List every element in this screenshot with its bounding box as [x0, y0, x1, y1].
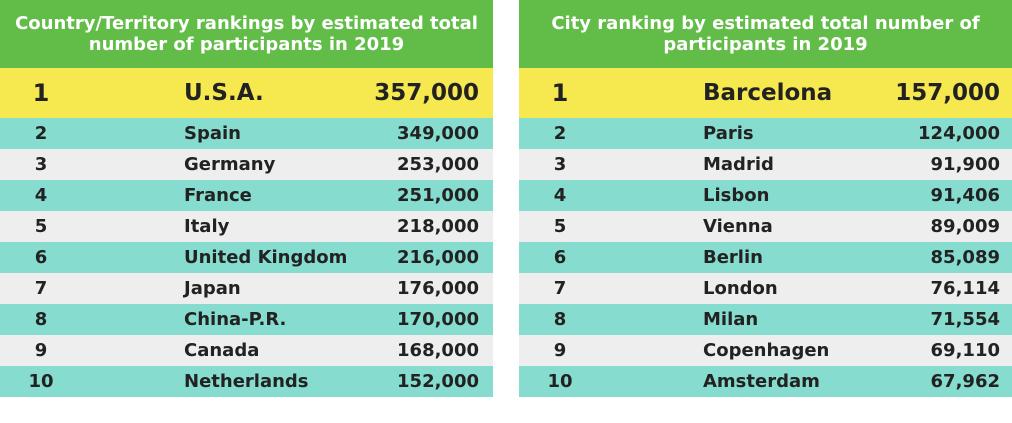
value-cell: 168,000: [397, 340, 479, 361]
country-table-title: Country/Territory rankings by estimated …: [0, 0, 493, 68]
name-cell: United Kingdom: [184, 247, 348, 268]
name-cell: Barcelona: [703, 80, 833, 106]
rank-cell: 5: [34, 216, 48, 237]
name-cell: Netherlands: [184, 371, 309, 392]
name-cell: France: [184, 185, 252, 206]
value-cell: 170,000: [397, 309, 479, 330]
rank-cell: 1: [32, 79, 50, 107]
table-row-highlight: 1 U.S.A. 357,000: [0, 68, 493, 118]
rank-cell: 8: [34, 309, 48, 330]
rank-cell: 6: [553, 247, 567, 268]
value-cell: 157,000: [895, 80, 1000, 106]
name-cell: London: [703, 278, 778, 299]
rank-cell: 6: [34, 247, 48, 268]
value-cell: 69,110: [930, 340, 1000, 361]
value-cell: 91,900: [930, 154, 1000, 175]
rank-cell: 2: [553, 123, 567, 144]
table-row: 6 Berlin 85,089: [519, 242, 1012, 273]
table-row: 4 France 251,000: [0, 180, 493, 211]
value-cell: 67,962: [930, 371, 1000, 392]
value-cell: 89,009: [930, 216, 1000, 237]
name-cell: Milan: [703, 309, 759, 330]
table-row: 5 Vienna 89,009: [519, 211, 1012, 242]
name-cell: Canada: [184, 340, 260, 361]
country-ranking-table: Country/Territory rankings by estimated …: [0, 0, 493, 397]
rank-cell: 10: [28, 371, 54, 392]
value-cell: 124,000: [918, 123, 1000, 144]
table-row: 8 China-P.R. 170,000: [0, 304, 493, 335]
table-row: 4 Lisbon 91,406: [519, 180, 1012, 211]
table-row: 5 Italy 218,000: [0, 211, 493, 242]
rank-cell: 5: [553, 216, 567, 237]
rank-cell: 9: [34, 340, 48, 361]
city-ranking-table: City ranking by estimated total number o…: [519, 0, 1012, 397]
city-table-title: City ranking by estimated total number o…: [519, 0, 1012, 68]
rank-cell: 9: [553, 340, 567, 361]
rank-cell: 4: [553, 185, 567, 206]
rank-cell: 3: [34, 154, 48, 175]
name-cell: Madrid: [703, 154, 774, 175]
table-row: 6 United Kingdom 216,000: [0, 242, 493, 273]
country-table-body: 1 U.S.A. 357,000 2 Spain 349,000 3 Germany 253,0…: [0, 68, 493, 397]
name-cell: Copenhagen: [703, 340, 830, 361]
value-cell: 349,000: [397, 123, 479, 144]
value-cell: 91,406: [930, 185, 1000, 206]
rank-cell: 3: [553, 154, 567, 175]
name-cell: Amsterdam: [703, 371, 820, 392]
name-cell: China-P.R.: [184, 309, 287, 330]
table-row: 9 Copenhagen 69,110: [519, 335, 1012, 366]
name-cell: Spain: [184, 123, 241, 144]
name-cell: Germany: [184, 154, 276, 175]
value-cell: 176,000: [397, 278, 479, 299]
table-row: 8 Milan 71,554: [519, 304, 1012, 335]
value-cell: 152,000: [397, 371, 479, 392]
rank-cell: 7: [34, 278, 48, 299]
rank-cell: 4: [34, 185, 48, 206]
name-cell: Italy: [184, 216, 230, 237]
table-row-highlight: 1 Barcelona 157,000: [519, 68, 1012, 118]
table-row: 10 Netherlands 152,000: [0, 366, 493, 397]
city-table-body: 1 Barcelona 157,000 2 Paris 124,000 3 Madrid 91,…: [519, 68, 1012, 397]
value-cell: 216,000: [397, 247, 479, 268]
name-cell: Vienna: [703, 216, 773, 237]
value-cell: 85,089: [930, 247, 1000, 268]
table-row: 9 Canada 168,000: [0, 335, 493, 366]
table-row: 3 Madrid 91,900: [519, 149, 1012, 180]
value-cell: 253,000: [397, 154, 479, 175]
table-row: 3 Germany 253,000: [0, 149, 493, 180]
table-row: 7 Japan 176,000: [0, 273, 493, 304]
name-cell: Lisbon: [703, 185, 770, 206]
table-row: 2 Paris 124,000: [519, 118, 1012, 149]
table-row: 2 Spain 349,000: [0, 118, 493, 149]
rank-cell: 1: [551, 79, 569, 107]
value-cell: 76,114: [930, 278, 1000, 299]
rank-cell: 2: [34, 123, 48, 144]
name-cell: Berlin: [703, 247, 763, 268]
table-row: 10 Amsterdam 67,962: [519, 366, 1012, 397]
rank-cell: 10: [547, 371, 573, 392]
table-row: 7 London 76,114: [519, 273, 1012, 304]
rank-cell: 8: [553, 309, 567, 330]
value-cell: 251,000: [397, 185, 479, 206]
name-cell: Paris: [703, 123, 754, 144]
rank-cell: 7: [553, 278, 567, 299]
value-cell: 357,000: [374, 80, 479, 106]
name-cell: Japan: [184, 278, 241, 299]
value-cell: 218,000: [397, 216, 479, 237]
name-cell: U.S.A.: [184, 80, 264, 106]
value-cell: 71,554: [930, 309, 1000, 330]
